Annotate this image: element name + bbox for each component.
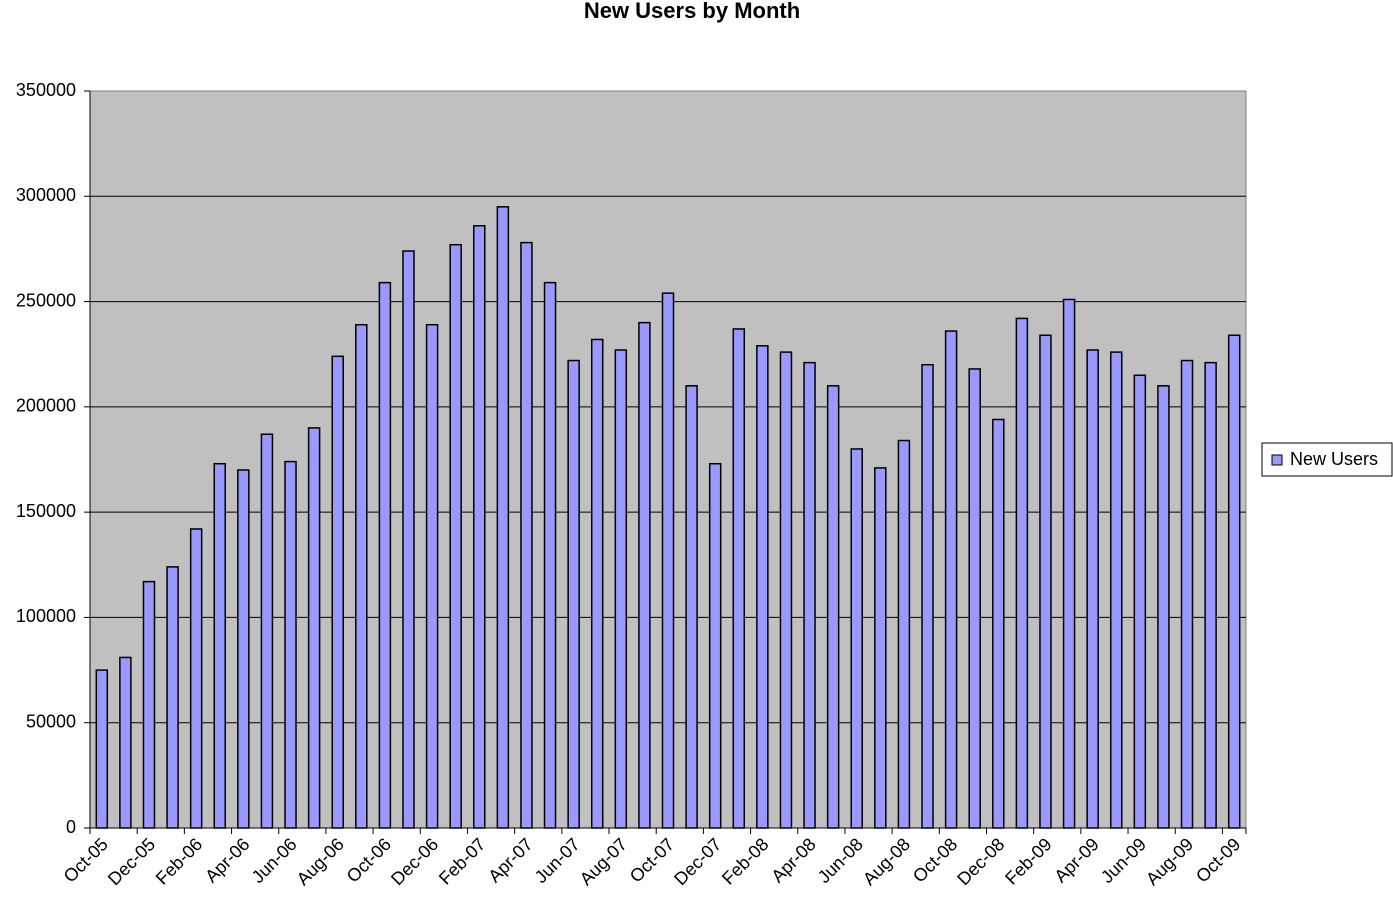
bar xyxy=(708,462,722,829)
x-tick-label: Aug-09 xyxy=(1142,834,1197,889)
bar xyxy=(826,385,840,829)
bar xyxy=(944,330,958,829)
bar xyxy=(402,250,415,829)
x-tick-label: Jun-09 xyxy=(1097,834,1150,887)
x-tick-label: Dec-06 xyxy=(387,834,442,889)
x-tick-label: Oct-07 xyxy=(626,834,678,886)
bar xyxy=(1015,317,1029,829)
x-tick-label: Oct-05 xyxy=(60,834,112,886)
legend-swatch xyxy=(1271,454,1283,466)
bar xyxy=(756,345,769,829)
x-tick-label: Apr-06 xyxy=(201,834,253,886)
bar xyxy=(1133,374,1147,829)
x-tick-label: Oct-09 xyxy=(1192,834,1244,886)
bar xyxy=(425,323,439,829)
bar xyxy=(921,363,934,829)
y-tick-label: 300000 xyxy=(16,185,76,205)
x-tick-label: Dec-07 xyxy=(670,834,725,889)
legend-box xyxy=(1261,442,1393,477)
bar xyxy=(685,385,698,829)
bar xyxy=(189,528,203,829)
x-tick-label: Feb-08 xyxy=(718,834,772,888)
bar xyxy=(543,281,557,829)
x-tick-label: Dec-08 xyxy=(953,834,1008,889)
bar xyxy=(590,338,604,829)
x-tick-label: Aug-07 xyxy=(576,834,631,889)
bar xyxy=(307,427,321,829)
x-tick-label: Apr-09 xyxy=(1050,834,1102,886)
bar xyxy=(638,321,651,829)
y-tick-label: 0 xyxy=(66,817,76,837)
bar xyxy=(331,355,344,829)
bar xyxy=(968,368,981,829)
x-tick-label: Apr-08 xyxy=(767,834,819,886)
bar xyxy=(1157,385,1170,829)
bar xyxy=(449,243,462,829)
y-tick-label: 100000 xyxy=(16,606,76,626)
bar xyxy=(1204,361,1217,829)
x-tick-label: Feb-06 xyxy=(152,834,206,888)
x-tick-label: Oct-06 xyxy=(343,834,395,886)
bar xyxy=(614,349,628,829)
x-tick-label: Aug-08 xyxy=(859,834,914,889)
bar xyxy=(166,566,179,829)
y-tick-label: 150000 xyxy=(16,501,76,521)
bar xyxy=(992,418,1005,829)
bar xyxy=(567,359,580,829)
bar xyxy=(355,323,368,829)
x-tick-label: Jun-07 xyxy=(531,834,584,887)
bar xyxy=(284,460,297,829)
bar xyxy=(1086,349,1099,829)
x-tick-label: Feb-09 xyxy=(1001,834,1055,888)
bar xyxy=(520,241,533,829)
x-tick-label: Dec-05 xyxy=(104,834,159,889)
bar xyxy=(661,292,675,829)
bar xyxy=(1062,298,1076,829)
bar xyxy=(874,467,887,829)
bar xyxy=(1109,351,1123,829)
y-tick-label: 200000 xyxy=(16,396,76,416)
bar xyxy=(779,351,793,829)
x-tick-label: Apr-07 xyxy=(484,834,536,886)
bar xyxy=(496,206,510,829)
legend-label: New Users xyxy=(1290,449,1378,469)
bar xyxy=(142,580,156,829)
x-tick-label: Jun-08 xyxy=(814,834,867,887)
x-tick-label: Jun-06 xyxy=(248,834,301,887)
y-tick-label: 250000 xyxy=(16,290,76,310)
bar xyxy=(897,439,911,829)
y-tick-label: 50000 xyxy=(26,711,76,731)
x-tick-label: Aug-06 xyxy=(293,834,348,889)
x-tick-label: Feb-07 xyxy=(435,834,489,888)
bar xyxy=(803,361,816,829)
bar xyxy=(213,462,227,829)
bar xyxy=(260,433,274,829)
y-tick-label: 350000 xyxy=(16,80,76,100)
bar xyxy=(378,281,392,829)
bar xyxy=(850,448,863,829)
x-tick-label: Oct-08 xyxy=(909,834,961,886)
bar xyxy=(473,225,486,829)
bar xyxy=(1039,334,1052,829)
bar xyxy=(1227,334,1241,829)
chart-title: New Users by Month xyxy=(584,0,800,23)
bar xyxy=(95,669,109,829)
bar xyxy=(732,328,746,829)
bar xyxy=(237,469,250,829)
bar xyxy=(119,656,132,829)
bar xyxy=(1180,359,1194,829)
